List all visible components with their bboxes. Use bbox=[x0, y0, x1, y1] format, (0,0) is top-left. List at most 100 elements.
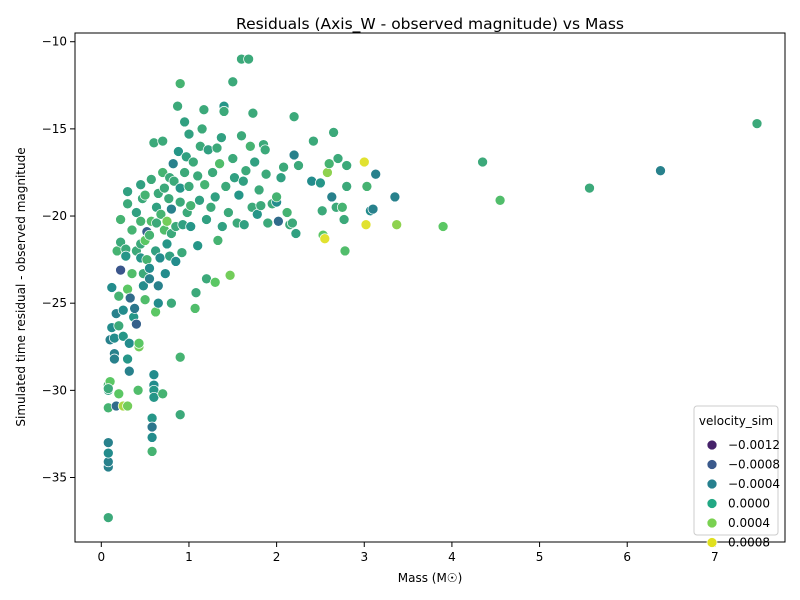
x-axis-label: Mass (M☉) bbox=[398, 571, 463, 585]
scatter-point bbox=[306, 175, 318, 187]
scatter-point bbox=[166, 203, 177, 215]
scatter-point bbox=[319, 233, 331, 245]
scatter-point bbox=[216, 221, 228, 232]
scatter-point bbox=[236, 130, 247, 142]
scatter-point bbox=[179, 167, 190, 178]
scatter-point bbox=[253, 184, 265, 196]
scatter-point bbox=[209, 276, 221, 288]
scatter-point bbox=[271, 191, 282, 203]
y-tick-label: −10 bbox=[42, 35, 67, 49]
scatter-point bbox=[240, 165, 252, 177]
scatter-point bbox=[477, 156, 488, 168]
scatter-point bbox=[138, 280, 149, 292]
scatter-point bbox=[308, 135, 319, 147]
x-tick-label: 2 bbox=[273, 550, 281, 564]
scatter-point bbox=[207, 167, 218, 178]
scatter-point bbox=[102, 437, 114, 448]
scatter-point bbox=[133, 337, 145, 349]
scatter-point bbox=[584, 182, 595, 194]
scatter-point bbox=[315, 177, 326, 189]
scatter-point bbox=[216, 132, 227, 143]
scatter-point bbox=[113, 388, 125, 400]
legend-entries: −0.0012 −0.0008 −0.0004 0.0000 0.0004 0.0008 bbox=[706, 438, 780, 550]
scatter-point bbox=[163, 193, 175, 204]
scatter-point bbox=[151, 217, 162, 229]
scatter-point bbox=[278, 161, 289, 173]
scatter-point bbox=[437, 221, 449, 232]
y-tick-label: −20 bbox=[42, 209, 67, 223]
scatter-point bbox=[115, 264, 126, 276]
legend-label: 0.0000 bbox=[728, 497, 770, 511]
legend-marker bbox=[706, 478, 718, 490]
scatter-point bbox=[322, 167, 333, 178]
scatter-point bbox=[249, 156, 261, 168]
scatter-point bbox=[287, 217, 298, 229]
scatter-point bbox=[220, 181, 232, 192]
scatter-point bbox=[145, 174, 157, 185]
scatter-point bbox=[102, 383, 114, 394]
x-tick-label: 4 bbox=[448, 550, 456, 564]
scatter-point bbox=[102, 447, 114, 459]
scatter-point bbox=[189, 303, 201, 314]
scatter-point bbox=[174, 182, 186, 194]
scatter-point bbox=[185, 221, 197, 232]
scatter-point bbox=[288, 149, 300, 161]
scatter-point bbox=[255, 200, 267, 211]
legend-marker bbox=[706, 517, 718, 529]
scatter-point bbox=[273, 215, 284, 227]
scatter-point bbox=[148, 137, 160, 149]
scatter-point bbox=[192, 240, 204, 252]
scatter-point bbox=[172, 100, 183, 112]
scatter-point bbox=[218, 106, 230, 117]
scatter-point bbox=[117, 304, 129, 316]
y-tick-label: −15 bbox=[42, 122, 67, 136]
scatter-point bbox=[205, 201, 217, 213]
scatter-point bbox=[361, 181, 373, 192]
scatter-point bbox=[152, 297, 164, 309]
scatter-point bbox=[159, 182, 170, 194]
scatter-point bbox=[135, 179, 147, 191]
scatter-point bbox=[259, 144, 271, 156]
legend-marker bbox=[706, 537, 718, 548]
scatter-point bbox=[122, 186, 133, 197]
legend-marker bbox=[706, 439, 718, 451]
scatter-point bbox=[174, 196, 186, 208]
y-tick-label: −30 bbox=[42, 383, 67, 397]
scatter-point bbox=[339, 245, 351, 257]
scatter-point bbox=[338, 214, 350, 225]
scatter-point bbox=[332, 153, 344, 164]
scatter-point bbox=[157, 388, 169, 400]
legend-label: −0.0008 bbox=[728, 458, 780, 472]
scatter-point bbox=[192, 170, 204, 182]
scatter-point bbox=[391, 219, 403, 231]
y-axis-label: Simulated time residual - observed magni… bbox=[14, 147, 28, 426]
scatter-point bbox=[288, 111, 300, 123]
scatter-point bbox=[209, 191, 221, 203]
y-tick-label: −25 bbox=[42, 296, 67, 310]
scatter-point bbox=[113, 290, 125, 302]
legend-label: −0.0004 bbox=[728, 477, 780, 491]
scatter-point bbox=[115, 214, 126, 225]
scatter-point bbox=[199, 179, 211, 191]
scatter-point bbox=[185, 200, 197, 211]
scatter-point bbox=[360, 219, 372, 231]
scatter-point bbox=[196, 123, 208, 135]
scatter-point bbox=[109, 332, 120, 344]
scatter-point bbox=[139, 189, 151, 201]
plot-frame bbox=[74, 32, 786, 543]
scatter-point bbox=[201, 214, 212, 225]
scatter-point bbox=[113, 320, 125, 332]
scatter-point bbox=[123, 337, 135, 349]
scatter-point bbox=[159, 268, 171, 279]
scatter-point bbox=[237, 175, 249, 187]
scatter-point bbox=[183, 181, 195, 192]
scatter-point bbox=[341, 181, 353, 192]
scatter-point bbox=[122, 198, 133, 210]
scatter-point bbox=[123, 365, 135, 377]
y-tick-label: −35 bbox=[42, 471, 67, 485]
scatter-point bbox=[135, 215, 147, 227]
scatter-point bbox=[122, 283, 133, 295]
scatter-point bbox=[194, 194, 205, 206]
x-tick-label: 0 bbox=[97, 550, 105, 564]
scatter-point bbox=[243, 53, 254, 65]
